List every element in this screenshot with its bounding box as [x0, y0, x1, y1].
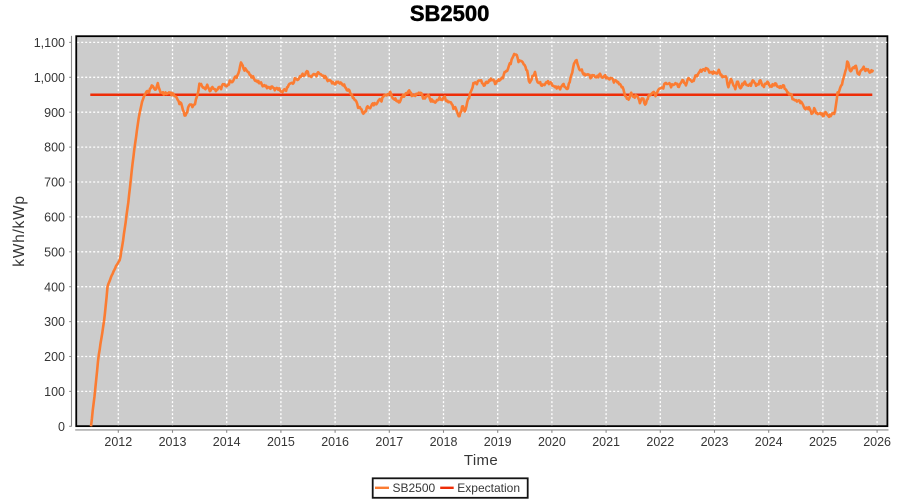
svg-text:200: 200 [44, 350, 65, 364]
svg-text:2022: 2022 [646, 435, 674, 449]
svg-text:700: 700 [44, 176, 65, 190]
svg-text:600: 600 [44, 211, 65, 225]
svg-text:2023: 2023 [701, 435, 729, 449]
svg-text:SB2500: SB2500 [410, 1, 490, 26]
svg-text:SB2500: SB2500 [393, 481, 436, 495]
svg-text:1,000: 1,000 [34, 71, 65, 85]
svg-text:Expectation: Expectation [457, 481, 520, 495]
svg-text:2012: 2012 [104, 435, 132, 449]
svg-text:400: 400 [44, 280, 65, 294]
svg-text:800: 800 [44, 141, 65, 155]
svg-text:Time: Time [464, 452, 498, 469]
svg-text:2024: 2024 [755, 435, 783, 449]
svg-text:0: 0 [58, 420, 65, 434]
svg-text:900: 900 [44, 106, 65, 120]
svg-text:2020: 2020 [538, 435, 566, 449]
svg-text:2021: 2021 [592, 435, 620, 449]
svg-text:300: 300 [44, 315, 65, 329]
svg-text:2017: 2017 [375, 435, 403, 449]
svg-text:2016: 2016 [321, 435, 349, 449]
svg-text:2026: 2026 [863, 435, 891, 449]
svg-text:2013: 2013 [159, 435, 187, 449]
svg-text:2025: 2025 [809, 435, 837, 449]
svg-text:kWh/kWp: kWh/kWp [11, 195, 28, 267]
svg-text:1,100: 1,100 [34, 36, 65, 50]
svg-text:500: 500 [44, 245, 65, 259]
svg-text:2019: 2019 [484, 435, 512, 449]
svg-text:2015: 2015 [267, 435, 295, 449]
svg-text:2014: 2014 [213, 435, 241, 449]
svg-text:2018: 2018 [430, 435, 458, 449]
svg-text:100: 100 [44, 385, 65, 399]
